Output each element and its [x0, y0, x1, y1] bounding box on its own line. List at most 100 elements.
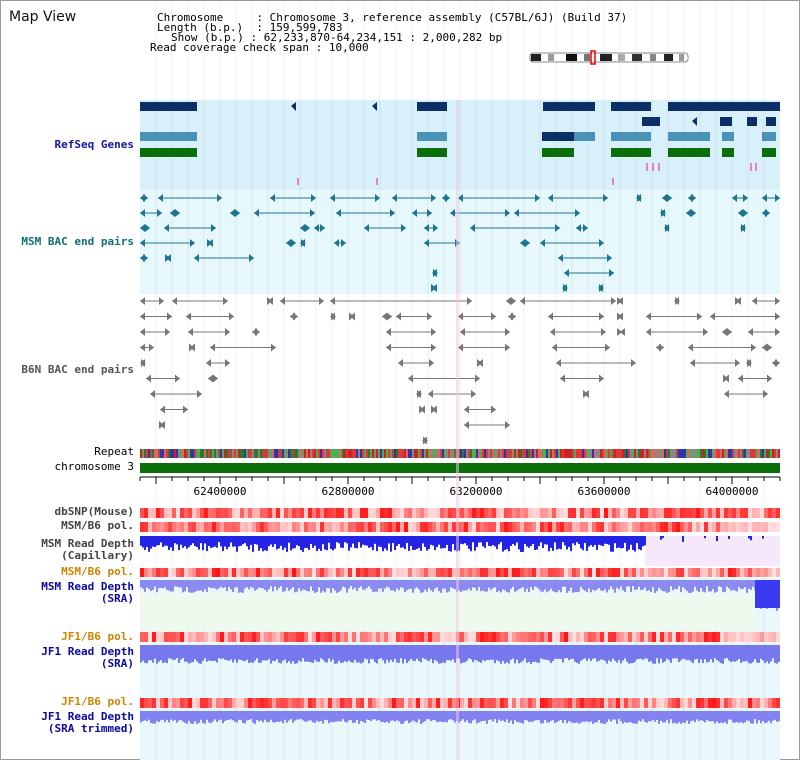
heat-cell — [204, 632, 208, 642]
depth-bar — [326, 645, 328, 663]
depth-bar — [474, 580, 476, 588]
heat-cell — [228, 568, 232, 577]
refseq-genes-track[interactable] — [140, 102, 780, 185]
heat-cell — [504, 698, 508, 708]
depth-bar — [728, 711, 730, 720]
heat-cell — [192, 632, 196, 642]
track-label-jf1-b6-pol-2[interactable]: JF1/B6 pol. — [61, 695, 134, 708]
b6n-bac-end-pairs-track[interactable] — [140, 297, 780, 445]
depth-bar — [498, 580, 500, 591]
b6n-bac-pair-end — [611, 297, 616, 305]
depth-bar — [622, 580, 624, 591]
repeat-segment — [300, 449, 302, 458]
depth-bar — [218, 580, 220, 589]
track-label-msm-depth-cap[interactable]: MSM Read Depth — [41, 537, 134, 550]
depth-bar — [688, 580, 690, 593]
repeat-segment — [630, 449, 632, 458]
heat-cell — [268, 522, 272, 532]
depth-bar — [170, 711, 172, 720]
heat-cell — [540, 508, 544, 518]
b6n-bac-pair-end — [690, 359, 695, 367]
track-label-dbsnp[interactable]: dbSNP(Mouse) — [54, 505, 134, 518]
b6n-bac-pair-end — [724, 390, 729, 398]
repeat-segment — [146, 449, 148, 458]
track-label-jf1-depth-trim[interactable]: JF1 Read Depth — [41, 710, 134, 723]
track-label-jf1-b6-pol[interactable]: JF1/B6 pol. — [61, 630, 134, 643]
repeat-segment — [440, 449, 442, 458]
track-label-msm-b6-pol-2[interactable]: MSM/B6 pol. — [61, 565, 134, 578]
repeat-segment — [176, 449, 178, 458]
depth-bar — [362, 580, 364, 590]
depth-bar — [178, 536, 180, 551]
depth-bar — [590, 536, 592, 546]
repeat-segment — [312, 449, 314, 458]
depth-bar — [442, 645, 444, 663]
depth-bar — [140, 536, 142, 546]
depth-bar — [562, 536, 564, 543]
chromosome-value: Chromosome 3, reference assembly (C57BL/… — [269, 11, 628, 24]
depth-bar — [336, 536, 338, 543]
depth-bar — [268, 711, 270, 723]
heat-cell — [648, 508, 652, 518]
heat-cell — [636, 632, 640, 642]
heat-cell — [168, 522, 172, 532]
depth-bar — [704, 580, 706, 593]
msm-bac-end-pairs-track[interactable] — [140, 194, 780, 292]
heat-cell — [560, 522, 564, 532]
heat-cell — [552, 508, 556, 518]
depth-bar — [350, 536, 352, 548]
depth-bar — [580, 711, 582, 723]
repeat-segment — [162, 449, 164, 458]
heat-cell — [488, 508, 492, 518]
repeat-segment — [586, 449, 588, 458]
depth-bar — [652, 711, 654, 720]
track-label-msm-depth-sra[interactable]: MSM Read Depth — [41, 580, 134, 593]
depth-bar — [750, 536, 752, 541]
heat-cell — [772, 632, 776, 642]
depth-bar — [256, 711, 258, 720]
track-label-b6n-bac[interactable]: B6N BAC end pairs — [21, 363, 134, 376]
depth-bar — [330, 645, 332, 662]
heat-cell — [292, 508, 296, 518]
depth-bar — [698, 711, 700, 722]
depth-bar — [320, 580, 322, 593]
repeat-segment — [264, 449, 266, 458]
heat-cell — [452, 522, 456, 532]
depth-bar — [164, 711, 166, 723]
track-label-msm-b6-pol[interactable]: MSM/B6 pol. — [61, 519, 134, 532]
depth-bar — [354, 580, 356, 588]
depth-bar — [732, 711, 734, 723]
heat-cell — [556, 508, 560, 518]
track-label-refseq-genes[interactable]: RefSeq Genes — [54, 138, 134, 151]
depth-bar — [302, 711, 304, 721]
depth-bar — [696, 645, 698, 659]
depth-bar — [514, 645, 516, 664]
depth-bar — [660, 536, 662, 540]
depth-bar — [410, 580, 412, 589]
heat-cell — [360, 522, 364, 532]
repeat-segment — [394, 449, 396, 458]
heat-cell — [188, 698, 192, 708]
depth-bar — [510, 536, 512, 546]
chromosome-ideogram[interactable] — [529, 50, 689, 65]
depth-bar — [404, 645, 406, 660]
b6n-bac-pair-end — [646, 328, 651, 336]
repeat-segment — [710, 449, 712, 458]
heat-cell — [336, 568, 340, 577]
b6n-bac-pair-end — [271, 343, 276, 352]
heat-cell — [656, 568, 660, 577]
depth-bar — [498, 645, 500, 662]
depth-bar — [346, 580, 348, 593]
b6n-bac-pair-end — [175, 374, 180, 383]
track-label-jf1-depth-sra[interactable]: JF1 Read Depth — [41, 645, 134, 658]
heat-cell — [480, 632, 484, 642]
depth-bar — [342, 536, 344, 548]
msm-bac-pair-end — [558, 254, 563, 262]
repeat-segment — [608, 449, 610, 458]
heat-cell — [744, 568, 748, 577]
depth-bar — [626, 711, 628, 723]
heat-cell — [620, 698, 624, 708]
depth-bar — [198, 580, 200, 591]
track-label-msm-bac[interactable]: MSM BAC end pairs — [21, 235, 134, 248]
